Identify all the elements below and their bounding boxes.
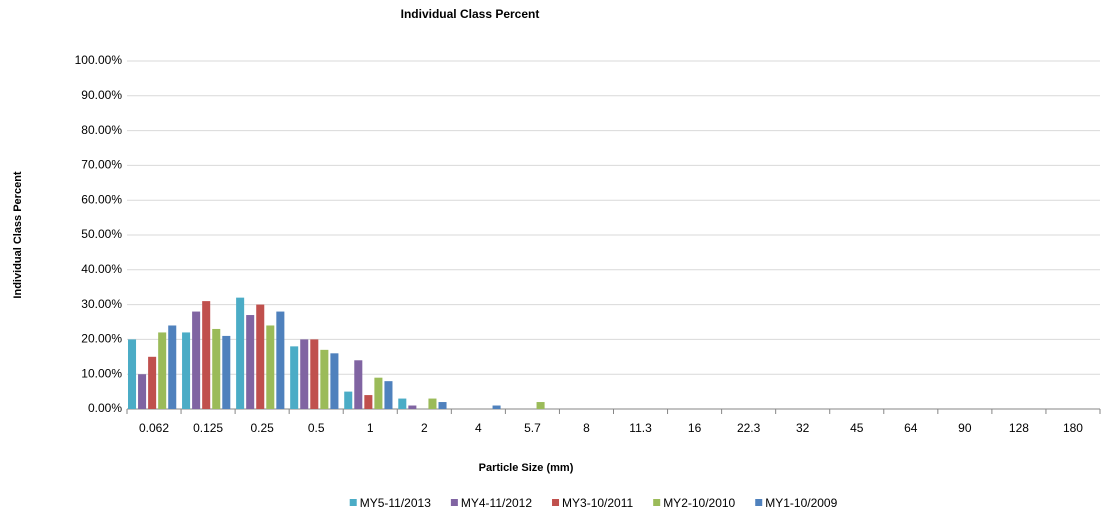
legend-label: MY1-10/2009 — [765, 496, 837, 510]
x-tick-label: 64 — [904, 421, 918, 435]
x-tick-label: 16 — [688, 421, 702, 435]
bar — [202, 301, 211, 409]
x-axis-title: Particle Size (mm) — [479, 462, 574, 474]
bar — [276, 311, 285, 409]
x-tick-label: 22.3 — [737, 421, 761, 435]
bar — [428, 398, 437, 409]
legend-swatch — [755, 499, 763, 506]
bar — [330, 353, 339, 409]
bar — [168, 325, 177, 409]
y-tick-label: 20.00% — [81, 332, 122, 346]
legend-swatch — [450, 499, 458, 506]
bar — [438, 402, 447, 409]
bar — [300, 339, 309, 409]
bar — [374, 377, 383, 409]
x-tick-label: 4 — [475, 421, 482, 435]
x-tick-label: 0.5 — [308, 421, 325, 435]
x-tick-label: 11.3 — [629, 421, 652, 435]
legend-label: MY5-11/2013 — [360, 496, 431, 510]
bar — [212, 328, 221, 409]
x-tick-label: 2 — [421, 421, 428, 435]
bar — [364, 395, 373, 409]
chart-title: Individual Class Percent — [401, 7, 540, 21]
y-tick-label: 0.00% — [88, 401, 122, 415]
y-tick-label: 100.00% — [75, 53, 123, 67]
bar — [384, 381, 393, 409]
bar — [398, 398, 407, 409]
bar — [536, 402, 545, 409]
y-tick-label: 70.00% — [81, 158, 122, 172]
y-tick-label: 90.00% — [81, 88, 122, 102]
legend-swatch — [349, 499, 357, 506]
y-tick-label: 10.00% — [81, 366, 122, 380]
legend-label: MY4-11/2012 — [461, 496, 532, 510]
bar — [158, 332, 167, 409]
x-tick-label: 5.7 — [524, 421, 541, 435]
y-tick-label: 80.00% — [81, 123, 122, 137]
bar — [266, 325, 275, 409]
x-tick-label: 0.125 — [193, 421, 223, 435]
x-tick-label: 0.062 — [139, 421, 169, 435]
bar — [182, 332, 191, 409]
bar — [320, 349, 329, 409]
legend-label: MY2-10/2010 — [663, 496, 735, 510]
x-tick-label: 8 — [583, 421, 590, 435]
x-tick-label: 180 — [1063, 421, 1083, 435]
bar — [138, 374, 147, 409]
x-tick-label: 32 — [796, 421, 810, 435]
y-tick-label: 30.00% — [81, 297, 122, 311]
x-tick-label: 1 — [367, 421, 374, 435]
x-tick-label: 0.25 — [250, 421, 274, 435]
x-tick-label: 45 — [850, 421, 864, 435]
bar — [192, 311, 201, 409]
bar — [236, 297, 245, 409]
x-tick-label: 90 — [958, 421, 972, 435]
bar — [128, 339, 137, 409]
bar — [290, 346, 299, 409]
y-tick-label: 50.00% — [81, 227, 122, 241]
bar — [354, 360, 363, 409]
bar — [310, 339, 319, 409]
x-tick-label: 128 — [1009, 421, 1029, 435]
bar — [148, 356, 157, 409]
bar — [256, 304, 265, 409]
legend-swatch — [653, 499, 661, 506]
bar — [408, 405, 417, 409]
bar — [344, 391, 353, 409]
legend-swatch — [552, 499, 560, 506]
bar — [492, 405, 501, 409]
y-tick-label: 60.00% — [81, 192, 122, 206]
bar — [246, 315, 255, 409]
y-axis-title: Individual Class Percent — [12, 171, 24, 298]
legend-label: MY3-10/2011 — [562, 496, 633, 510]
y-tick-label: 40.00% — [81, 262, 122, 276]
bar — [222, 335, 231, 409]
